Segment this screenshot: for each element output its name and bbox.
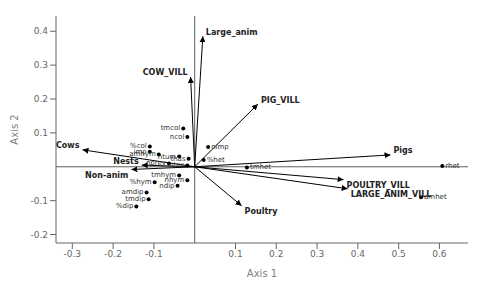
svg-text:-0.2: -0.2	[30, 230, 48, 240]
svg-text:POULTRY_VILL: POULTRY_VILL	[347, 181, 410, 190]
svg-text:-0.3: -0.3	[64, 249, 82, 259]
svg-text:nprey: nprey	[146, 159, 166, 167]
svg-text:COW_VILL: COW_VILL	[143, 68, 188, 77]
svg-text:0.6: 0.6	[432, 249, 447, 259]
svg-text:0.1: 0.1	[228, 249, 242, 259]
svg-text:tmcol: tmcol	[161, 124, 181, 132]
svg-text:Pigs: Pigs	[393, 146, 412, 155]
svg-text:%het: %het	[207, 156, 225, 164]
svg-text:-0.2: -0.2	[104, 249, 122, 259]
svg-text:0.2: 0.2	[34, 94, 48, 104]
svg-text:0.4: 0.4	[351, 249, 366, 259]
svg-text:rhet: rhet	[445, 162, 459, 170]
svg-text:-0.1: -0.1	[145, 249, 163, 259]
svg-text:Poultry: Poultry	[245, 207, 279, 216]
svg-text:Axis 2: Axis 2	[9, 114, 20, 144]
svg-text:Cows: Cows	[56, 141, 80, 150]
svg-text:0.2: 0.2	[269, 249, 283, 259]
svg-text:Axis 1: Axis 1	[247, 268, 277, 279]
svg-text:0.3: 0.3	[34, 60, 48, 70]
svg-text:ncol: ncol	[170, 133, 185, 141]
svg-text:Nests: Nests	[113, 157, 139, 166]
svg-text:0.4: 0.4	[34, 26, 49, 36]
svg-text:ndip: ndip	[159, 182, 175, 190]
svg-text:0.1: 0.1	[34, 128, 48, 138]
svg-text:0.3: 0.3	[310, 249, 324, 259]
svg-text:-0.1: -0.1	[30, 196, 48, 206]
svg-text:ntax: ntax	[169, 161, 185, 169]
svg-text:%hym: %hym	[130, 178, 152, 186]
svg-text:nimp: nimp	[211, 143, 229, 151]
svg-text:%dip: %dip	[116, 202, 134, 210]
svg-text:Large_anim: Large_anim	[206, 28, 258, 37]
svg-text:tmhet: tmhet	[250, 163, 271, 171]
svg-text:0.5: 0.5	[391, 249, 405, 259]
svg-text:LARGE_ANIM_VILL: LARGE_ANIM_VILL	[351, 190, 432, 199]
svg-text:PIG_VILL: PIG_VILL	[261, 96, 300, 105]
svg-text:Non-anim: Non-anim	[85, 171, 128, 180]
